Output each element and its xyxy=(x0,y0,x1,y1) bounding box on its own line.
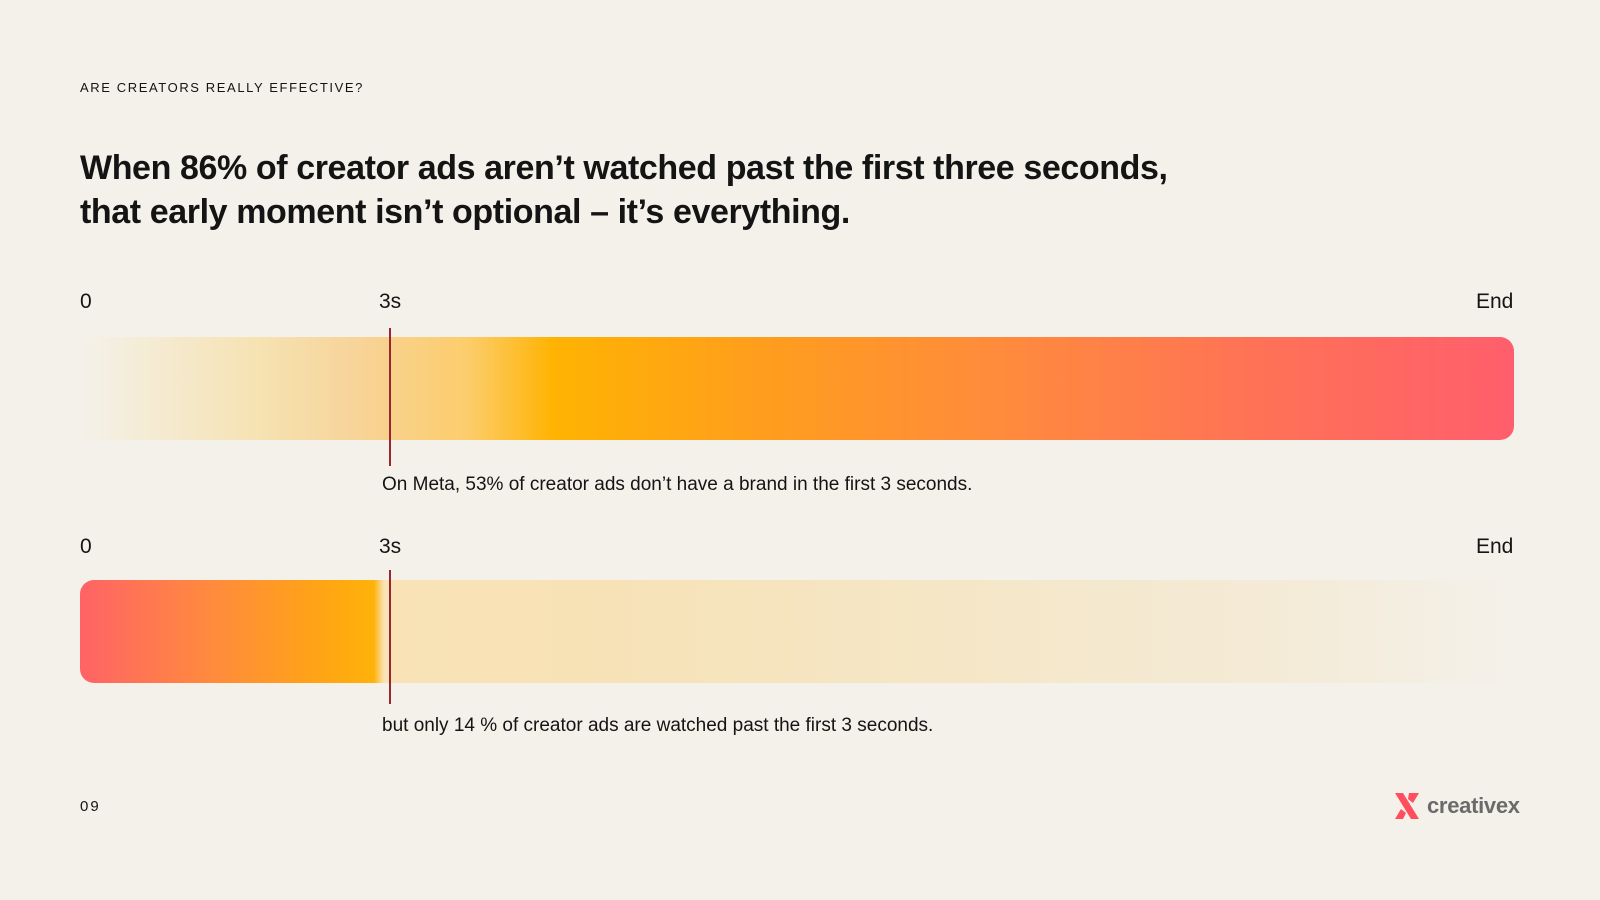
chart-annotation: but only 14 % of creator ads are watched… xyxy=(382,715,934,736)
creativex-x-icon xyxy=(1395,793,1419,819)
three-second-marker xyxy=(389,328,391,466)
three-second-marker xyxy=(389,570,391,704)
tick-label-3s: 3s xyxy=(379,535,402,558)
timeline-bar xyxy=(80,580,1514,683)
tick-label-3s: 3s xyxy=(379,290,402,313)
brand-name: creativex xyxy=(1427,793,1520,818)
page-title: When 86% of creator ads aren’t watched p… xyxy=(80,149,1168,231)
chart-annotation: On Meta, 53% of creator ads don’t have a… xyxy=(382,474,973,495)
tick-label-start: 0 xyxy=(80,290,92,313)
tick-label-end: End xyxy=(1476,290,1514,313)
brand-logo: creativex xyxy=(1393,791,1520,821)
tick-label-end: End xyxy=(1476,535,1514,558)
eyebrow-label: ARE CREATORS REALLY EFFECTIVE? xyxy=(80,80,364,95)
timeline-bar xyxy=(80,337,1514,440)
tick-label-start: 0 xyxy=(80,535,92,558)
page-number: 09 xyxy=(80,798,101,815)
